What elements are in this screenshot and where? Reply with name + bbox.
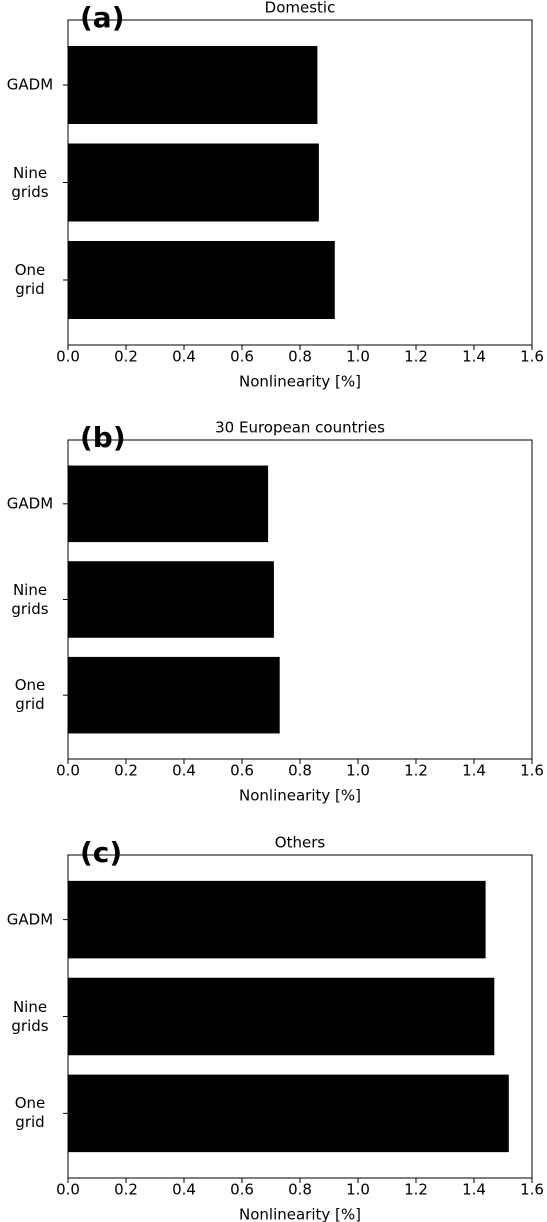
bar: [68, 1074, 509, 1153]
x-tick-label: 0.2: [114, 1181, 138, 1199]
x-tick-label: 0.2: [114, 762, 138, 780]
chart-title: 30 European countries: [215, 419, 385, 437]
x-tick-label: 0.4: [172, 762, 196, 780]
x-tick-label: 0.0: [56, 348, 80, 366]
bar: [68, 240, 335, 319]
y-tick-label: One grid: [14, 1094, 46, 1132]
x-tick-label: 0.2: [114, 348, 138, 366]
bar: [68, 465, 269, 543]
y-tick-label: One grid: [14, 676, 46, 714]
panel-label: (c): [80, 836, 122, 869]
bar: [68, 143, 319, 222]
bar: [68, 977, 495, 1056]
x-tick-label: 1.6: [520, 348, 544, 366]
x-tick-label: 0.8: [288, 348, 312, 366]
x-axis-label: Nonlinearity [%]: [239, 787, 361, 805]
y-tick-label: One grid: [14, 260, 46, 298]
y-tick-label: Nine grids: [11, 997, 49, 1035]
x-tick-label: 1.0: [346, 762, 370, 780]
y-tick-label: GADM: [6, 75, 54, 94]
x-tick-label: 1.4: [462, 762, 486, 780]
x-tick-label: 0.8: [288, 762, 312, 780]
x-tick-label: 1.6: [520, 1181, 544, 1199]
axes-frame: [67, 19, 533, 346]
bar: [68, 656, 280, 734]
x-tick-label: 0.6: [230, 762, 254, 780]
x-tick-label: 0.4: [172, 1181, 196, 1199]
x-tick-label: 1.2: [404, 762, 428, 780]
y-tick-label: GADM: [6, 910, 54, 929]
x-axis-label: Nonlinearity [%]: [239, 373, 361, 391]
axes-frame: [67, 854, 533, 1179]
x-tick-label: 0.0: [56, 762, 80, 780]
chart-title: Domestic: [265, 0, 336, 17]
x-tick-label: 1.4: [462, 348, 486, 366]
chart-title: Others: [275, 834, 326, 852]
y-tick-label: Nine grids: [11, 163, 49, 201]
bar: [68, 880, 486, 959]
x-tick-label: 1.4: [462, 1181, 486, 1199]
x-tick-label: 1.6: [520, 762, 544, 780]
x-tick-label: 0.0: [56, 1181, 80, 1199]
y-tick-label: Nine grids: [11, 580, 49, 618]
x-tick-label: 0.6: [230, 1181, 254, 1199]
x-tick-label: 1.2: [404, 1181, 428, 1199]
x-tick-label: 0.4: [172, 348, 196, 366]
axes-frame: [67, 439, 533, 760]
x-tick-label: 0.8: [288, 1181, 312, 1199]
bar: [68, 561, 274, 638]
y-tick-label: GADM: [6, 494, 54, 513]
x-tick-label: 0.6: [230, 348, 254, 366]
bar: [68, 46, 318, 125]
x-tick-label: 1.2: [404, 348, 428, 366]
panel-label: (a): [80, 1, 125, 34]
x-tick-label: 1.0: [346, 348, 370, 366]
x-axis-label: Nonlinearity [%]: [239, 1206, 361, 1222]
x-tick-label: 1.0: [346, 1181, 370, 1199]
panel-label: (b): [80, 421, 126, 454]
